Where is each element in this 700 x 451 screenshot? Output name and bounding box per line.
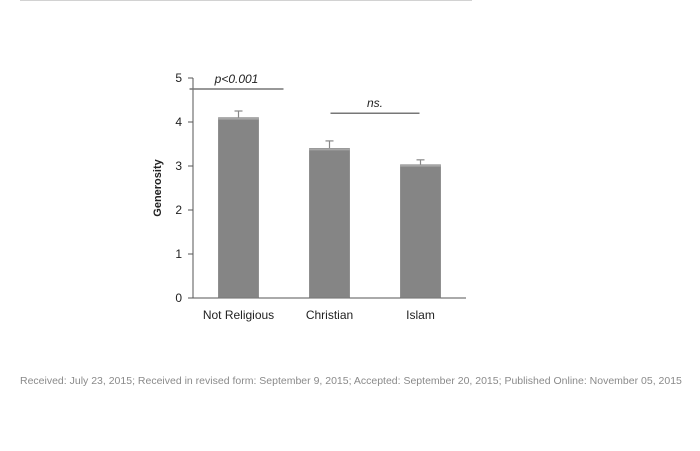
x-tick-label: Islam bbox=[406, 308, 435, 322]
y-tick-label: 0 bbox=[175, 291, 182, 305]
y-tick-label: 2 bbox=[175, 203, 182, 217]
y-tick-label: 1 bbox=[175, 247, 182, 261]
y-tick-label: 4 bbox=[175, 115, 182, 129]
error-bars bbox=[234, 110, 425, 165]
y-ticks: 0 1 2 3 4 5 bbox=[175, 71, 193, 305]
significance-label: p<0.001 bbox=[214, 72, 259, 86]
x-tick-label: Christian bbox=[306, 308, 353, 322]
y-tick-label: 5 bbox=[175, 71, 182, 85]
x-tick-label: Not Religious bbox=[203, 308, 274, 322]
significance-annotations: p<0.001 ns. bbox=[189, 72, 420, 114]
bar bbox=[400, 164, 441, 299]
significance-label: ns. bbox=[367, 96, 383, 110]
y-tick-label: 3 bbox=[175, 159, 182, 173]
x-tick-labels: Not Religious Christian Islam bbox=[203, 308, 435, 322]
bar bbox=[218, 117, 259, 299]
top-divider bbox=[20, 0, 472, 1]
bar bbox=[309, 148, 350, 299]
bars bbox=[218, 117, 441, 299]
y-axis-label: Generosity bbox=[152, 158, 164, 216]
received-dates-text: Received: July 23, 2015; Received in rev… bbox=[20, 375, 682, 387]
